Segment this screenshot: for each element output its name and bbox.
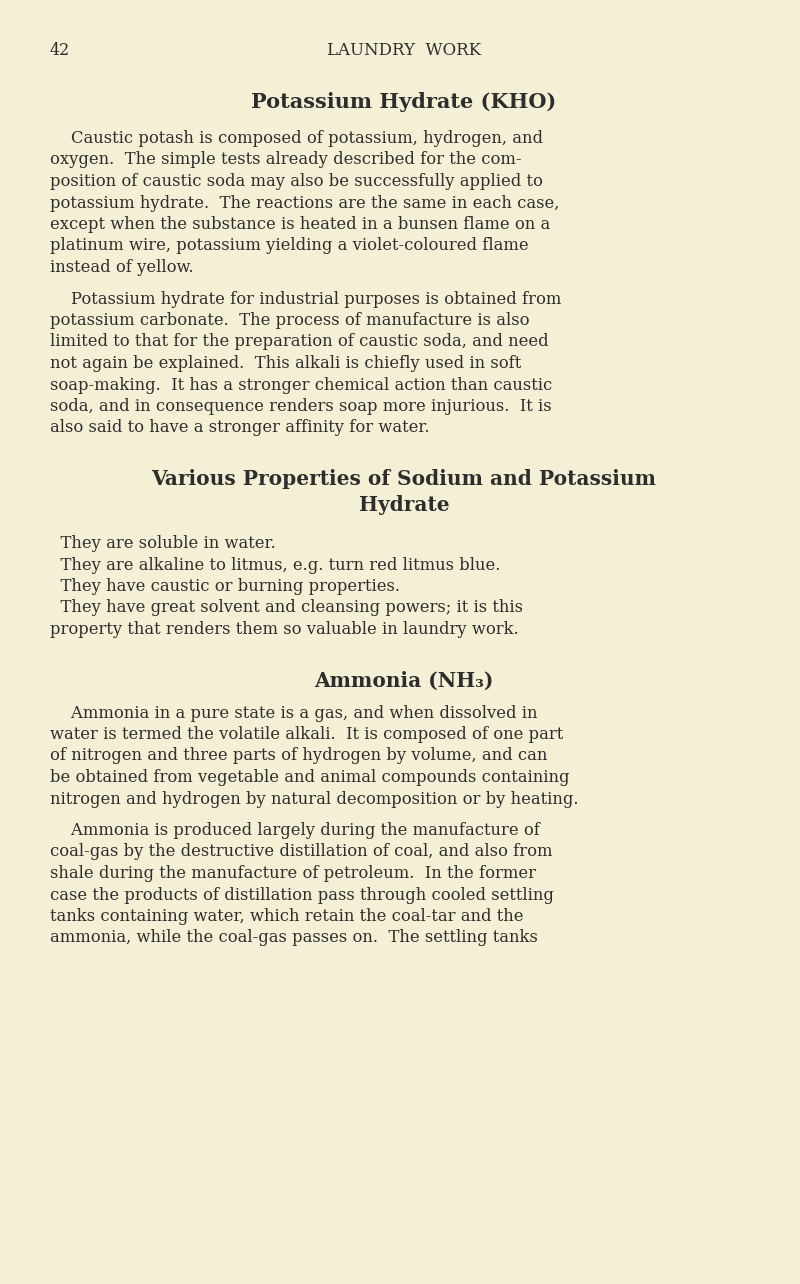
Text: also said to have a stronger affinity for water.: also said to have a stronger affinity fo… [50,420,430,437]
Text: property that renders them so valuable in laundry work.: property that renders them so valuable i… [50,621,518,638]
Text: oxygen.  The simple tests already described for the com-: oxygen. The simple tests already describ… [50,152,522,168]
Text: shale during the manufacture of petroleum.  In the former: shale during the manufacture of petroleu… [50,865,536,882]
Text: tanks containing water, which retain the coal-tar and the: tanks containing water, which retain the… [50,908,523,924]
Text: limited to that for the preparation of caustic soda, and need: limited to that for the preparation of c… [50,334,549,351]
Text: instead of yellow.: instead of yellow. [50,259,194,276]
Text: Various Properties of Sodium and Potassium: Various Properties of Sodium and Potassi… [151,469,657,489]
Text: They have caustic or burning properties.: They have caustic or burning properties. [50,578,400,594]
Text: be obtained from vegetable and animal compounds containing: be obtained from vegetable and animal co… [50,769,570,786]
Text: soda, and in consequence renders soap more injurious.  It is: soda, and in consequence renders soap mo… [50,398,552,415]
Text: They are soluble in water.: They are soluble in water. [50,535,276,552]
Text: They are alkaline to litmus, e.g. turn red litmus blue.: They are alkaline to litmus, e.g. turn r… [50,556,500,574]
Text: case the products of distillation pass through cooled settling: case the products of distillation pass t… [50,886,554,904]
Text: Ammonia (NH₃): Ammonia (NH₃) [314,670,494,691]
Text: Ammonia in a pure state is a gas, and when dissolved in: Ammonia in a pure state is a gas, and wh… [50,705,538,722]
Text: Potassium Hydrate (KHO): Potassium Hydrate (KHO) [251,92,557,112]
Text: LAUNDRY  WORK: LAUNDRY WORK [327,42,481,59]
Text: Hydrate: Hydrate [358,496,450,515]
Text: water is termed the volatile alkali.  It is composed of one part: water is termed the volatile alkali. It … [50,725,563,743]
Text: They have great solvent and cleansing powers; it is this: They have great solvent and cleansing po… [50,600,523,616]
Text: Caustic potash is composed of potassium, hydrogen, and: Caustic potash is composed of potassium,… [50,130,543,146]
Text: ammonia, while the coal-gas passes on.  The settling tanks: ammonia, while the coal-gas passes on. T… [50,930,538,946]
Text: except when the substance is heated in a bunsen flame on a: except when the substance is heated in a… [50,216,550,232]
Text: Ammonia is produced largely during the manufacture of: Ammonia is produced largely during the m… [50,822,540,838]
Text: position of caustic soda may also be successfully applied to: position of caustic soda may also be suc… [50,173,543,190]
Text: platinum wire, potassium yielding a violet-coloured flame: platinum wire, potassium yielding a viol… [50,238,529,254]
Text: 42: 42 [50,42,70,59]
Text: Potassium hydrate for industrial purposes is obtained from: Potassium hydrate for industrial purpose… [50,290,562,307]
Text: not again be explained.  This alkali is chiefly used in soft: not again be explained. This alkali is c… [50,354,522,372]
Text: potassium hydrate.  The reactions are the same in each case,: potassium hydrate. The reactions are the… [50,194,559,212]
Text: nitrogen and hydrogen by natural decomposition or by heating.: nitrogen and hydrogen by natural decompo… [50,791,578,808]
Text: potassium carbonate.  The process of manufacture is also: potassium carbonate. The process of manu… [50,312,530,329]
Text: soap-making.  It has a stronger chemical action than caustic: soap-making. It has a stronger chemical … [50,376,552,393]
Text: coal-gas by the destructive distillation of coal, and also from: coal-gas by the destructive distillation… [50,844,553,860]
Text: of nitrogen and three parts of hydrogen by volume, and can: of nitrogen and three parts of hydrogen … [50,747,547,764]
